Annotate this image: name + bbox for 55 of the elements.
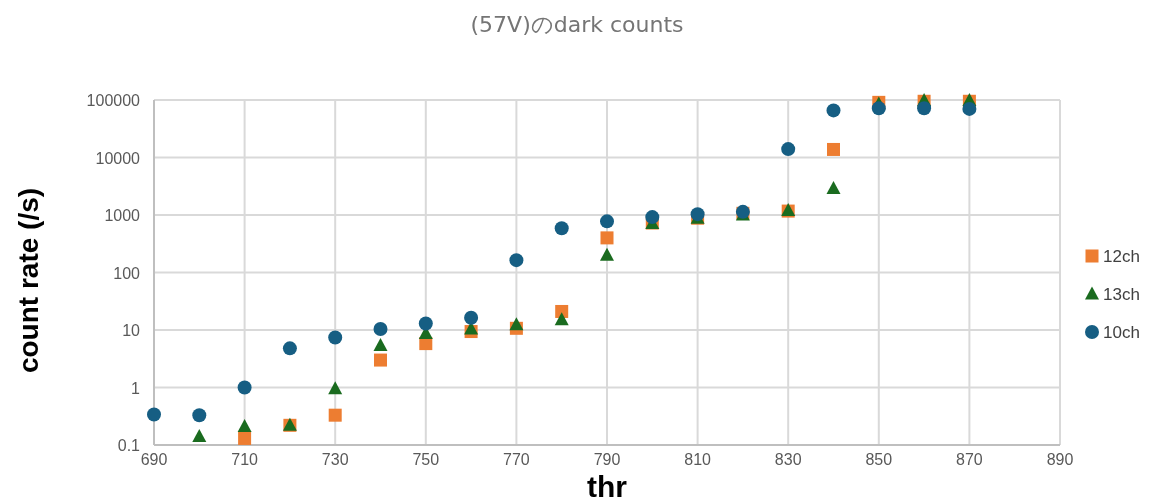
point <box>826 180 841 194</box>
x-tick-label: 890 <box>1046 451 1074 468</box>
point <box>827 142 840 156</box>
x-tick-label: 790 <box>593 451 621 468</box>
x-tick-label: 770 <box>503 451 530 468</box>
legend-label: 12ch <box>1103 247 1140 266</box>
y-tick-label: 100000 <box>86 92 141 109</box>
point <box>373 337 388 351</box>
y-tick-label: 0.1 <box>117 437 141 454</box>
point <box>282 341 297 356</box>
x-axis-title: thr <box>587 470 628 503</box>
point <box>418 316 433 331</box>
x-tick-label: 690 <box>140 451 168 468</box>
y-tick-label: 10 <box>122 322 141 339</box>
x-tick-label: 850 <box>865 451 893 468</box>
point <box>600 214 614 229</box>
point <box>555 304 569 318</box>
point <box>781 142 796 157</box>
point <box>328 408 342 422</box>
legend-label: 13ch <box>1103 285 1140 304</box>
y-tick-label: 100 <box>113 264 141 282</box>
point <box>509 253 524 268</box>
chart-title: (57V)のdark counts <box>470 12 684 37</box>
x-tick-label: 730 <box>321 451 349 468</box>
point <box>328 381 343 395</box>
point <box>962 101 977 116</box>
legend-label: 10ch <box>1103 323 1140 342</box>
point <box>464 310 479 325</box>
point <box>600 247 614 261</box>
y-tick-label: 1 <box>131 379 141 397</box>
point <box>917 101 932 116</box>
x-tick-label: 870 <box>956 451 983 468</box>
x-tick-label: 710 <box>231 451 259 468</box>
point <box>554 221 569 236</box>
point <box>238 431 252 445</box>
point <box>147 407 161 422</box>
y-tick-label: 1000 <box>104 207 141 224</box>
point <box>600 231 614 245</box>
y-axis-title: count rate (/s) <box>13 187 44 374</box>
x-tick-label: 830 <box>774 451 802 468</box>
point <box>192 408 207 423</box>
point <box>554 312 569 326</box>
y-tick-label: 10000 <box>95 149 141 167</box>
point <box>192 429 207 443</box>
x-tick-label: 810 <box>684 451 712 468</box>
point <box>826 103 841 118</box>
point <box>373 322 388 337</box>
point <box>645 210 660 225</box>
point <box>328 330 343 345</box>
point <box>237 418 252 432</box>
point <box>871 101 886 116</box>
point <box>237 380 252 395</box>
x-tick-label: 750 <box>412 451 440 468</box>
point <box>374 353 387 367</box>
point <box>509 317 524 331</box>
